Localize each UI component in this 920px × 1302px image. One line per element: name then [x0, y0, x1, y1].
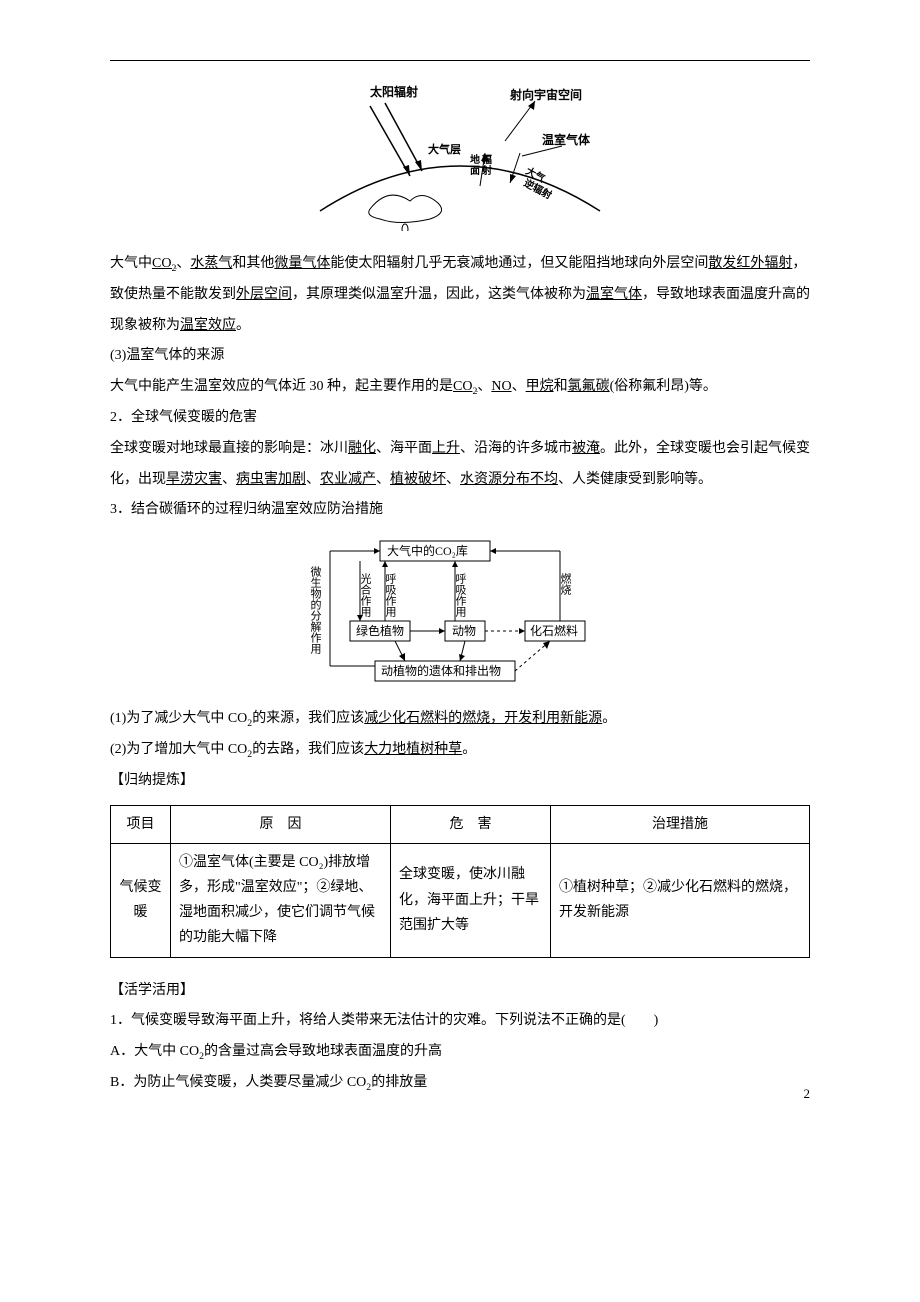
svg-text:射: 射	[481, 164, 492, 177]
page-number: 2	[804, 1080, 811, 1109]
atm-label: 大气层	[428, 142, 461, 156]
td-item: 气候变暖	[111, 843, 171, 957]
svg-text:大气中的CO₂库: 大气中的CO₂库	[387, 543, 468, 558]
top-rule	[110, 60, 810, 61]
svg-text:绿色植物: 绿色植物	[356, 623, 404, 638]
greenhouse-diagram: 太阳辐射 射向宇宙空间 大气层 地 面 辐 射 温室气体 大气 逆辐射	[310, 81, 610, 231]
svg-text:面: 面	[470, 165, 480, 177]
table-row: 气候变暖 ①温室气体(主要是 CO₂)排放增多，形成"温室效应"；②绿地、湿地面…	[111, 843, 810, 957]
option-b: B．为防止气候变暖，人类要尽量减少 CO2的排放量	[110, 1068, 810, 1099]
svg-text:呼吸作用: 呼吸作用	[454, 573, 467, 618]
th-cause: 原 因	[171, 805, 391, 843]
sec-2-title: 2．全球气候变暖的危害	[110, 403, 810, 434]
svg-text:动物: 动物	[452, 624, 476, 638]
question-1: 1．气候变暖导致海平面上升，将给人类带来无法估计的灾难。下列说法不正确的是( )	[110, 1006, 810, 1037]
measure-1: (1)为了减少大气中 CO2的来源，我们应该减少化石燃料的燃烧，开发利用新能源。	[110, 704, 810, 735]
paragraph-greenhouse-def: 大气中CO2、水蒸气和其他微量气体能使太阳辐射几乎无衰减地通过，但又能阻挡地球向…	[110, 249, 810, 341]
th-treat: 治理措施	[551, 805, 810, 843]
table-row: 项目 原 因 危 害 治理措施	[111, 805, 810, 843]
td-cause: ①温室气体(主要是 CO₂)排放增多，形成"温室效应"；②绿地、湿地面积减少，使…	[171, 843, 391, 957]
th-harm: 危 害	[391, 805, 551, 843]
measure-2: (2)为了增加大气中 CO2的去路，我们应该大力地植树种草。	[110, 735, 810, 766]
svg-text:微生物的分解作用: 微生物的分解作用	[309, 565, 322, 655]
sec-3-measures: 3．结合碳循环的过程归纳温室效应防治措施	[110, 495, 810, 526]
summary-label: 【归纳提炼】	[110, 766, 810, 797]
summary-table: 项目 原 因 危 害 治理措施 气候变暖 ①温室气体(主要是 CO₂)排放增多，…	[110, 805, 810, 958]
svg-text:呼吸作用: 呼吸作用	[384, 573, 397, 618]
apply-label: 【活学活用】	[110, 976, 810, 1007]
svg-text:光合作用: 光合作用	[359, 572, 372, 618]
td-treat: ①植树种草；②减少化石燃料的燃烧，开发新能源	[551, 843, 810, 957]
svg-text:动植物的遗体和排出物: 动植物的遗体和排出物	[381, 663, 501, 678]
svg-text:地: 地	[470, 153, 480, 166]
svg-text:辐: 辐	[482, 153, 492, 166]
svg-text:化石燃料: 化石燃料	[530, 623, 578, 638]
paragraph-harm: 全球变暖对地球最直接的影响是：冰川融化、海平面上升、沿海的许多城市被淹。此外，全…	[110, 434, 810, 496]
carbon-cycle-diagram: 大气中的CO₂库 绿色植物 动物 化石燃料 动植物的遗体和排出物 微生物的分解作…	[295, 536, 625, 686]
space-label: 射向宇宙空间	[509, 87, 582, 102]
td-harm: 全球变暖，使冰川融化，海平面上升；干旱范围扩大等	[391, 843, 551, 957]
svg-text:燃烧: 燃烧	[559, 572, 572, 595]
th-item: 项目	[111, 805, 171, 843]
sec-3-title: (3)温室气体的来源	[110, 341, 810, 372]
option-a: A．大气中 CO2的含量过高会导致地球表面温度的升高	[110, 1037, 810, 1068]
sun-label: 太阳辐射	[370, 84, 418, 99]
paragraph-gas-source: 大气中能产生温室效应的气体近 30 种，起主要作用的是CO2、NO、甲烷和氯氟碳…	[110, 372, 810, 403]
gas-label: 温室气体	[542, 132, 591, 147]
